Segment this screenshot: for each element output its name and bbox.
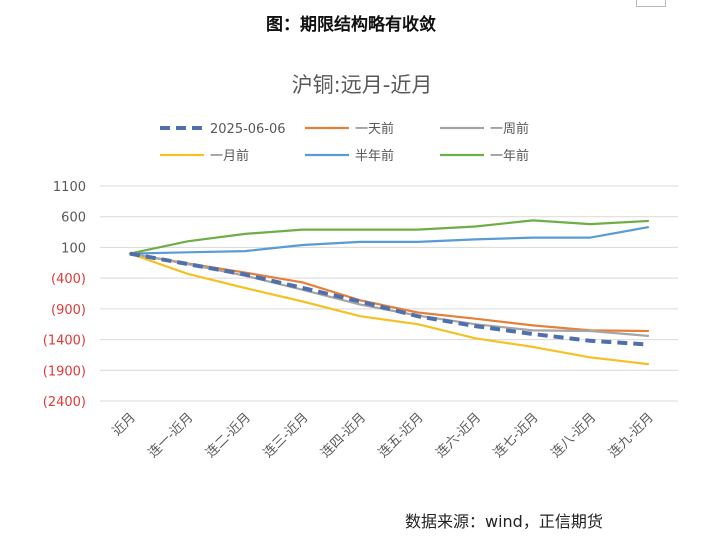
x-tick-label: 近月 bbox=[110, 410, 139, 439]
series-line bbox=[129, 251, 649, 347]
x-tick-label: 连五-近月 bbox=[375, 410, 426, 461]
series-line bbox=[128, 219, 650, 255]
legend-label: 一天前 bbox=[355, 121, 394, 137]
y-tick-label: 600 bbox=[61, 211, 86, 226]
y-tick-label: (1900) bbox=[43, 364, 86, 379]
corner-frame bbox=[636, 0, 666, 7]
y-tick-label: (1400) bbox=[43, 334, 86, 349]
legend-label: 一月前 bbox=[210, 148, 249, 164]
legend-label: 半年前 bbox=[355, 148, 394, 164]
y-tick-label: 1100 bbox=[53, 180, 86, 195]
y-tick-label: (2400) bbox=[43, 395, 86, 410]
x-tick-label: 连七-近月 bbox=[490, 410, 541, 461]
x-tick-label: 连三-近月 bbox=[260, 410, 311, 461]
y-tick-label: (400) bbox=[51, 272, 86, 287]
legend-label: 2025-06-06 bbox=[210, 122, 286, 137]
series-line bbox=[128, 252, 650, 366]
x-tick-label: 连六-近月 bbox=[433, 410, 484, 461]
x-tick-label: 连八-近月 bbox=[548, 410, 599, 461]
legend-label: 一周前 bbox=[490, 121, 529, 137]
x-tick-label: 连二-近月 bbox=[203, 410, 254, 461]
x-tick-label: 连一-近月 bbox=[145, 410, 196, 461]
source-note: 数据来源：wind，正信期货 bbox=[405, 512, 603, 531]
y-axis: 1100 600 100 (400) (900) (1400) (1900) (2400) bbox=[43, 180, 86, 410]
series-line bbox=[128, 226, 650, 255]
plot-area bbox=[128, 219, 650, 366]
x-tick-label: 连九-近月 bbox=[605, 410, 656, 461]
x-tick-label: 连四-近月 bbox=[318, 410, 369, 461]
y-tick-label: (900) bbox=[51, 303, 86, 318]
gridlines bbox=[100, 185, 678, 402]
chart-title: 沪铜:远月-近月 bbox=[292, 73, 433, 97]
y-tick-label: 100 bbox=[61, 241, 86, 256]
x-axis: 近月 连一-近月 连二-近月 连三-近月 连四-近月 连五-近月 连六-近月 连七-近月 连八-… bbox=[110, 410, 657, 461]
legend-label: 一年前 bbox=[490, 148, 529, 164]
figure-title: 图：期限结构略有收敛 bbox=[266, 15, 436, 35]
